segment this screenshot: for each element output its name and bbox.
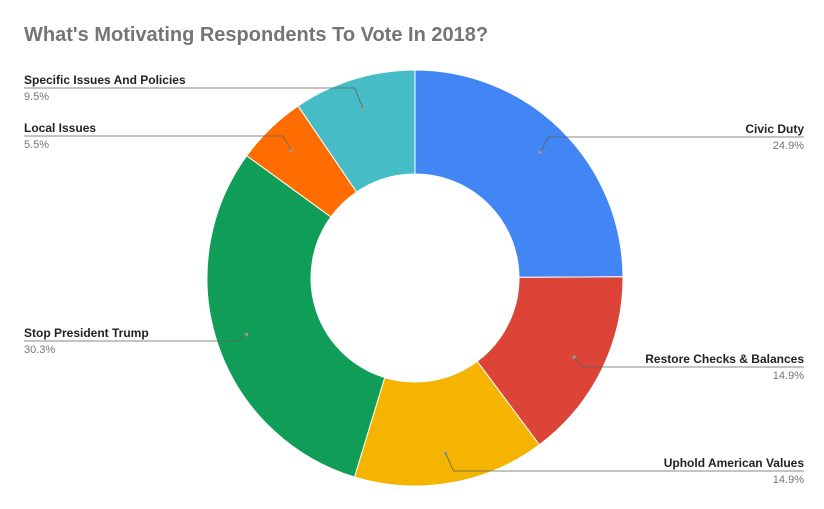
leader-line <box>574 357 804 368</box>
slice-name-label: Civic Duty <box>745 122 804 136</box>
slice-label-uphold-american-values: Uphold American Values 14.9% <box>443 451 805 486</box>
slice-value-label: 24.9% <box>773 140 804 152</box>
slice-value-label: 5.5% <box>24 139 49 151</box>
slice-civic-duty <box>414 69 624 278</box>
slice-value-label: 30.3% <box>24 344 55 356</box>
slice-stop-president-trump <box>206 155 386 478</box>
slice-label-restore-checks-and-balances: Restore Checks & Balances 14.9% <box>572 352 804 382</box>
slice-name-label: Stop President Trump <box>24 326 149 340</box>
slice-uphold-american-values <box>353 360 541 487</box>
leader-line <box>540 136 804 152</box>
slice-name-label: Specific Issues And Policies <box>24 73 186 87</box>
slice-value-label: 9.5% <box>24 91 49 103</box>
leader-line <box>445 453 804 472</box>
slice-specific-issues-and-policies <box>297 69 416 193</box>
leader-line <box>24 334 247 342</box>
leader-dot <box>289 148 293 152</box>
slice-name-label: Uphold American Values <box>664 456 805 470</box>
leader-line <box>24 135 292 151</box>
slice-label-civic-duty: Civic Duty 24.9% <box>538 122 804 154</box>
slice-label-stop-president-trump: Stop President Trump 30.3% <box>24 326 249 356</box>
slice-label-local-issues: Local Issues 5.5% <box>24 121 293 152</box>
chart-title: What's Motivating Respondents To Vote In… <box>24 24 489 46</box>
leader-line <box>24 87 364 109</box>
slice-name-label: Restore Checks & Balances <box>645 352 804 366</box>
slice-value-label: 14.9% <box>773 474 804 486</box>
slice-restore-checks-and-balances <box>476 276 624 446</box>
slice-name-label: Local Issues <box>24 121 96 135</box>
slice-value-label: 14.9% <box>773 370 804 382</box>
slice-label-specific-issues-and-policies: Specific Issues And Policies 9.5% <box>24 73 365 110</box>
